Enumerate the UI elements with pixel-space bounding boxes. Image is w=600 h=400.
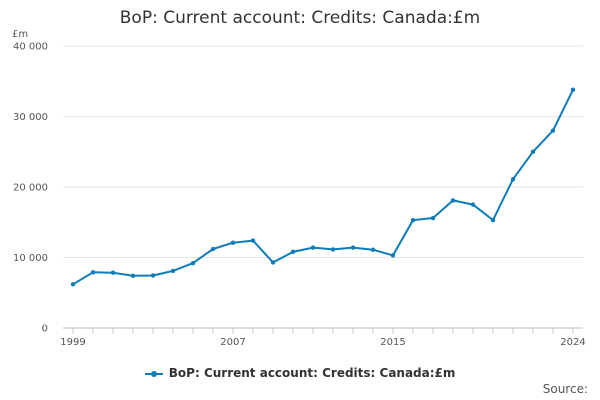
x-tick-label: 2007 <box>220 337 245 348</box>
y-tick-label: 0 <box>42 324 48 335</box>
data-point <box>290 249 296 255</box>
data-point <box>470 202 476 207</box>
data-point <box>530 149 536 154</box>
source-label: Source: <box>542 382 588 396</box>
data-point <box>230 240 236 245</box>
data-point <box>550 128 556 133</box>
data-point <box>370 247 376 252</box>
data-point <box>450 198 456 203</box>
data-point <box>330 247 336 252</box>
data-point <box>510 177 516 182</box>
data-point <box>170 268 176 274</box>
y-tick-label: 30 000 <box>13 112 48 123</box>
data-point <box>410 217 416 223</box>
data-point <box>310 245 316 250</box>
axes: 0 10 000 20 000 30 000 40 000 1999 2007 2015 202… <box>13 42 586 349</box>
y-tick-label: 40 000 <box>13 42 48 53</box>
y-unit-label: £m <box>12 29 28 40</box>
x-tick-label: 2015 <box>380 337 405 348</box>
data-point <box>430 215 436 221</box>
legend-label: BoP: Current account: Credits: Canada:£m <box>168 366 456 380</box>
y-tick-label: 20 000 <box>13 183 48 194</box>
data-point <box>210 246 216 252</box>
data-point <box>270 260 276 265</box>
chart-title: BoP: Current account: Credits: Canada:£m <box>119 8 481 28</box>
data-point <box>390 253 396 258</box>
data-point <box>110 270 116 275</box>
x-tick-label: 1999 <box>60 337 85 348</box>
data-series <box>70 87 576 287</box>
data-point <box>250 238 256 243</box>
data-point <box>130 273 136 279</box>
gridlines <box>63 45 583 329</box>
series-line <box>72 89 574 286</box>
data-point <box>490 217 496 223</box>
data-point <box>350 245 356 250</box>
data-point <box>190 260 196 266</box>
data-point <box>90 270 96 275</box>
legend-swatch-icon <box>144 369 163 379</box>
y-tick-label: 10 000 <box>13 253 48 264</box>
data-point <box>150 273 156 278</box>
data-point <box>70 282 76 287</box>
legend[interactable]: BoP: Current account: Credits: Canada:£m <box>0 366 600 380</box>
x-tick-label: 2024 <box>560 337 585 348</box>
data-point <box>570 87 576 92</box>
